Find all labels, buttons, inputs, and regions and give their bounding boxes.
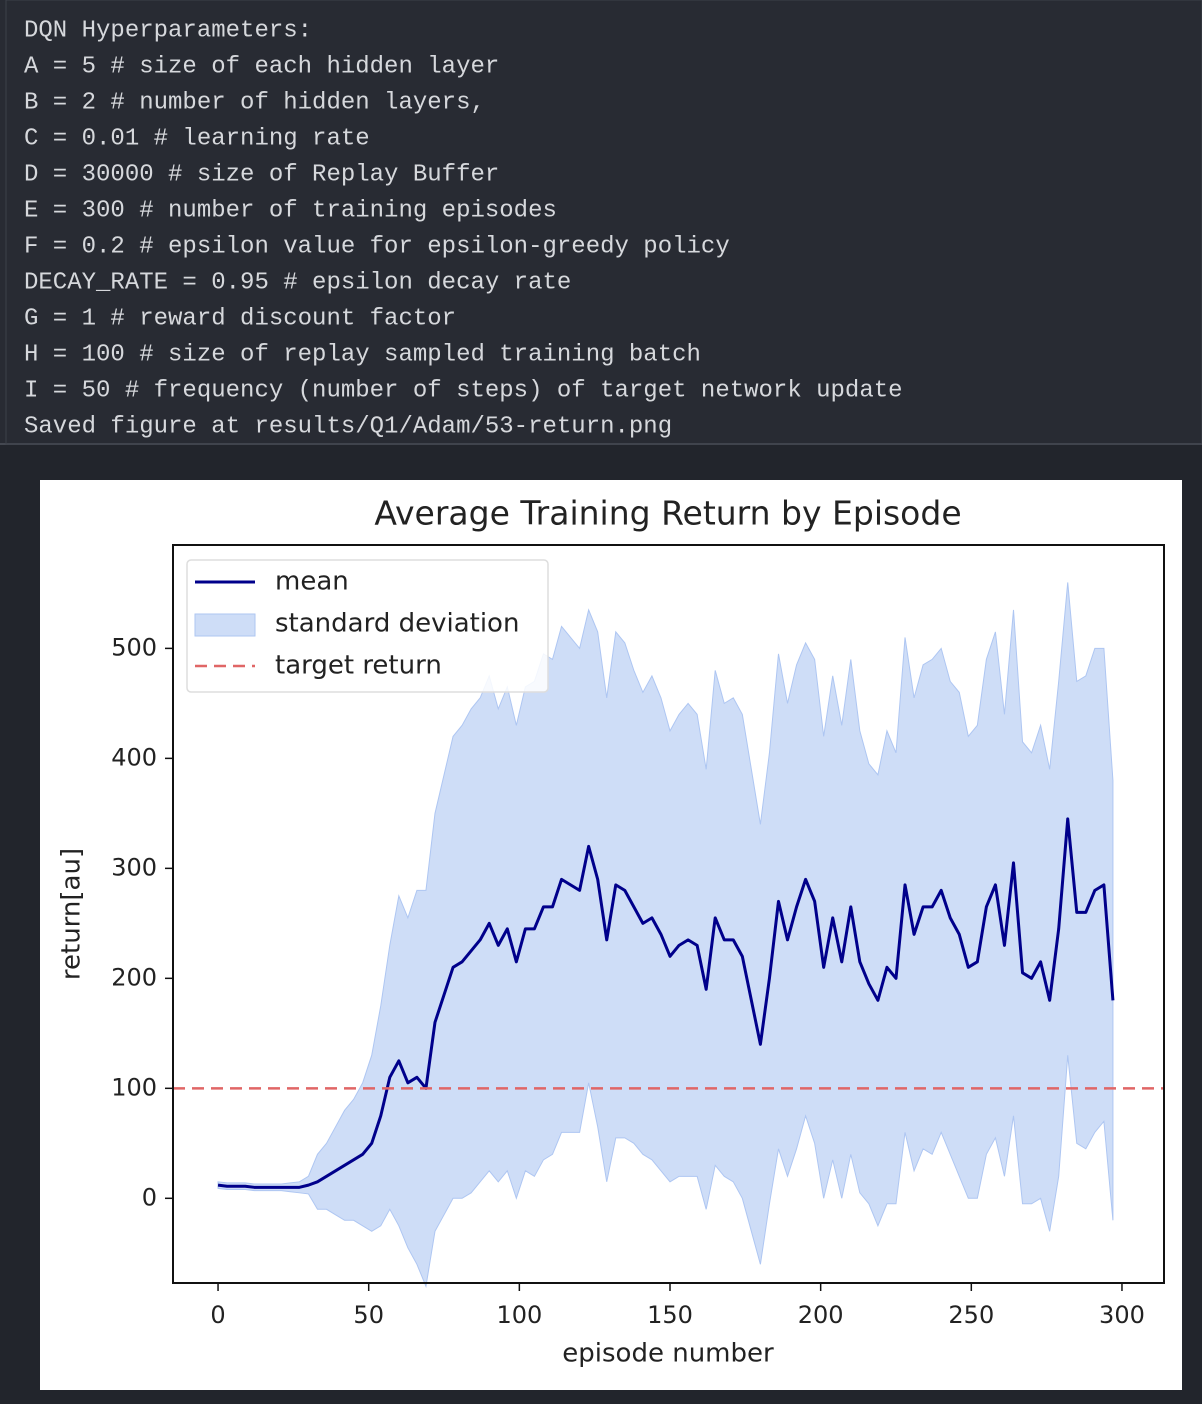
x-tick-label: 50 xyxy=(353,1301,384,1329)
code-line: E = 300 # number of training episodes xyxy=(24,197,557,224)
std-band xyxy=(217,582,1114,1289)
output-frame xyxy=(5,0,1202,445)
code-line: Saved figure at results/Q1/Adam/53-retur… xyxy=(24,413,672,440)
legend-box xyxy=(186,559,549,693)
chart-title: Average Training Return by Episode xyxy=(374,494,961,533)
code-line: A = 5 # size of each hidden layer xyxy=(24,53,499,80)
x-axis-label: episode number xyxy=(562,1339,774,1369)
legend-label: standard deviation xyxy=(275,609,519,639)
code-line: DECAY_RATE = 0.95 # epsilon decay rate xyxy=(24,269,571,296)
code-line: D = 30000 # size of Replay Buffer xyxy=(24,161,499,188)
y-tick-label: 200 xyxy=(111,963,157,991)
x-tick-label: 150 xyxy=(647,1301,693,1329)
y-tick-label: 0 xyxy=(142,1183,157,1211)
axes-frame xyxy=(172,544,1165,1284)
y-tick-label: 500 xyxy=(111,633,157,661)
code-line: C = 0.01 # learning rate xyxy=(24,125,370,152)
x-tick-label: 250 xyxy=(948,1301,994,1329)
y-axis-label: return[au] xyxy=(57,848,87,980)
x-tick-label: 100 xyxy=(496,1301,542,1329)
code-line: F = 0.2 # epsilon value for epsilon-gree… xyxy=(24,233,730,260)
code-line: B = 2 # number of hidden layers, xyxy=(24,89,485,116)
y-tick-label: 100 xyxy=(111,1073,157,1101)
code-line: DQN Hyperparameters: xyxy=(24,17,312,44)
legend-label: target return xyxy=(275,651,442,681)
code-line: G = 1 # reward discount factor xyxy=(24,305,456,332)
mean-line xyxy=(217,817,1115,1189)
code-line: I = 50 # frequency (number of steps) of … xyxy=(24,377,903,404)
legend-label: mean xyxy=(275,567,349,597)
x-tick-label: 300 xyxy=(1099,1301,1145,1329)
x-tick-label: 0 xyxy=(210,1301,225,1329)
y-tick-label: 400 xyxy=(111,743,157,771)
code-line: H = 100 # size of replay sampled trainin… xyxy=(24,341,701,368)
y-tick-label: 300 xyxy=(111,853,157,881)
x-tick-label: 200 xyxy=(798,1301,844,1329)
code-output xyxy=(0,0,1202,444)
legend-swatch xyxy=(194,613,256,637)
